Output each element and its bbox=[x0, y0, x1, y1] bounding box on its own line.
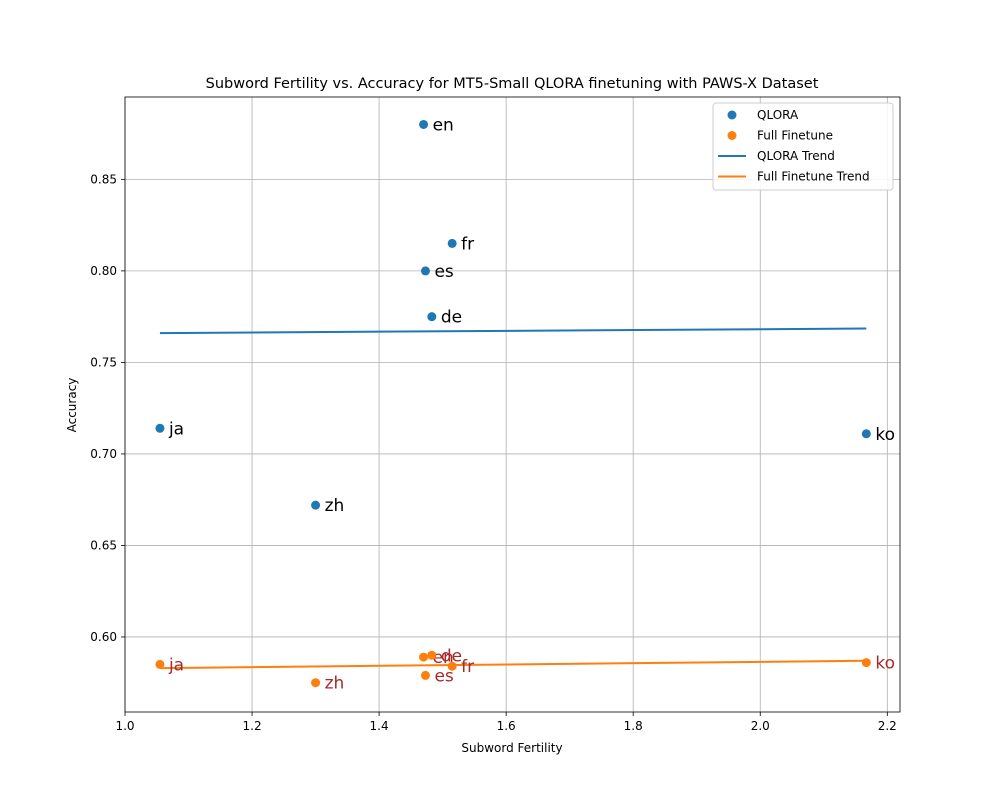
data-point bbox=[311, 678, 321, 688]
data-point bbox=[419, 652, 429, 662]
x-tick-label: 2.0 bbox=[751, 719, 770, 733]
x-tick-label: 1.4 bbox=[370, 719, 389, 733]
trend-lines bbox=[159, 327, 867, 670]
x-tick-label: 1.8 bbox=[624, 719, 643, 733]
point-label: zh bbox=[325, 674, 345, 694]
legend-label: Full Finetune Trend bbox=[757, 170, 870, 184]
data-point bbox=[427, 650, 437, 660]
point-label: zh bbox=[325, 496, 345, 516]
x-tick-label: 1.6 bbox=[497, 719, 516, 733]
x-tick-label: 1.2 bbox=[243, 719, 262, 733]
point-label: ko bbox=[875, 425, 895, 445]
data-point bbox=[419, 119, 429, 129]
x-tick-label: 2.2 bbox=[878, 719, 897, 733]
plot-frame bbox=[124, 96, 901, 713]
point-label: fr bbox=[461, 657, 474, 677]
trend-line bbox=[159, 327, 867, 335]
y-tick-label: 0.65 bbox=[90, 538, 117, 552]
trend-line bbox=[159, 659, 867, 670]
legend-label: Full Finetune bbox=[757, 129, 833, 143]
data-point bbox=[447, 238, 457, 248]
point-label: de bbox=[441, 646, 462, 666]
point-label: en bbox=[433, 115, 454, 135]
point-label: ko bbox=[875, 654, 895, 674]
point-label: ja bbox=[168, 419, 184, 439]
axes: 1.0 1.2 1.4 1.6 1.8 2.0 2.2 0.60 0.65 0.70 0.75 0.8… bbox=[90, 96, 901, 733]
legend-marker bbox=[727, 110, 737, 120]
y-axis-label: Accuracy bbox=[65, 378, 79, 433]
legend-label: QLORA bbox=[757, 108, 799, 122]
y-tick-label: 0.75 bbox=[90, 355, 117, 369]
legend-marker bbox=[727, 131, 737, 140]
point-label: es bbox=[434, 262, 453, 282]
legend: QLORA Full Finetune QLORA Trend Full Finetu… bbox=[712, 102, 894, 191]
x-axis-label: Subword Fertility bbox=[461, 741, 562, 755]
data-point bbox=[420, 266, 430, 276]
point-label: en bbox=[433, 648, 454, 668]
legend-label: QLORA Trend bbox=[757, 149, 835, 163]
point-label: es bbox=[434, 666, 453, 686]
data-point bbox=[447, 661, 457, 671]
data-point bbox=[861, 658, 871, 668]
chart-title: Subword Fertility vs. Accuracy for MT5-S… bbox=[206, 76, 819, 92]
data-point bbox=[420, 670, 430, 680]
point-label: fr bbox=[461, 234, 474, 254]
y-tick-label: 0.80 bbox=[90, 264, 117, 278]
y-tick-label: 0.60 bbox=[90, 630, 117, 644]
point-label: de bbox=[441, 308, 462, 328]
y-tick-label: 0.70 bbox=[90, 447, 117, 461]
data-point bbox=[427, 312, 437, 322]
legend-box bbox=[712, 102, 894, 191]
data-point bbox=[155, 423, 165, 433]
x-tick-label: 1.0 bbox=[115, 719, 134, 733]
point-label: ja bbox=[168, 655, 184, 675]
data-point bbox=[155, 659, 165, 669]
y-tick-label: 0.85 bbox=[90, 172, 117, 186]
data-point bbox=[861, 429, 871, 439]
data-point bbox=[311, 500, 321, 510]
